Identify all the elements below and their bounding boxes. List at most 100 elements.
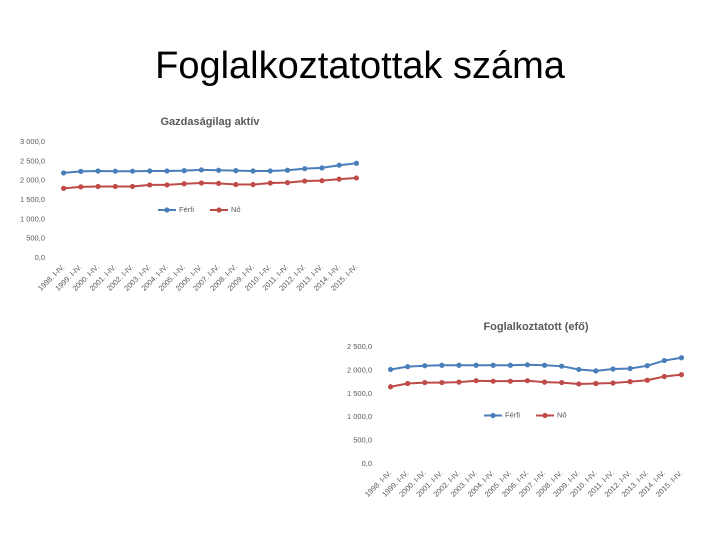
point: [112, 168, 118, 174]
series-line: [390, 356, 682, 372]
legend-marker: [164, 207, 170, 213]
point: [661, 373, 667, 380]
point: [644, 363, 650, 369]
point: [507, 362, 513, 368]
point: [678, 355, 685, 361]
point: [507, 378, 513, 384]
point: [678, 372, 685, 378]
point: [576, 381, 582, 387]
point: [319, 165, 325, 171]
point: [147, 182, 153, 188]
y-tick-label: 0,0: [362, 459, 372, 468]
point: [129, 183, 136, 190]
point: [198, 180, 204, 186]
series-line: [63, 176, 357, 190]
point: [353, 175, 359, 181]
point: [233, 181, 239, 188]
point: [267, 168, 273, 174]
y-tick-label: 500,0: [26, 234, 45, 243]
point: [181, 181, 187, 187]
point: [439, 362, 445, 368]
point: [405, 380, 411, 387]
point: [250, 181, 256, 188]
y-tick-label: 1 000,0: [20, 214, 45, 223]
point: [610, 380, 616, 386]
point: [216, 180, 222, 186]
y-tick-label: 0,0: [35, 253, 45, 262]
point: [181, 168, 187, 174]
point: [422, 363, 428, 369]
point: [439, 379, 445, 386]
point: [627, 365, 633, 372]
legend-label: Férfi: [179, 205, 194, 214]
slide-title: Foglalkoztatottak száma: [155, 45, 566, 87]
legend-marker: [542, 412, 548, 419]
y-tick-label: 2 500,0: [347, 342, 372, 351]
point: [473, 362, 479, 368]
point: [95, 168, 101, 174]
point: [78, 184, 84, 190]
point: [164, 182, 170, 188]
y-tick-label: 1 500,0: [20, 195, 45, 204]
legend-label: Férfi: [505, 410, 520, 419]
point: [61, 170, 67, 176]
point: [593, 368, 599, 374]
point: [284, 167, 291, 173]
point: [559, 379, 565, 386]
point: [541, 362, 548, 368]
y-tick-label: 1 500,0: [347, 389, 372, 398]
point: [336, 162, 342, 168]
chart-title: Foglalkoztatott (efő): [483, 321, 588, 333]
point: [524, 362, 531, 368]
point: [267, 180, 273, 186]
point: [490, 378, 496, 384]
point: [524, 378, 531, 384]
point: [233, 168, 239, 174]
point: [129, 168, 136, 174]
point: [541, 379, 548, 385]
point: [164, 168, 170, 174]
point: [302, 166, 308, 172]
legend-marker: [490, 412, 496, 419]
point: [610, 366, 616, 372]
point: [576, 366, 582, 373]
point: [661, 357, 667, 364]
point: [490, 362, 496, 368]
point: [422, 379, 428, 386]
legend-label: Nő: [557, 410, 567, 419]
point: [95, 183, 101, 190]
point: [319, 178, 325, 184]
point: [216, 167, 222, 173]
point: [112, 183, 118, 190]
y-tick-label: 2 000,0: [347, 365, 372, 374]
point: [250, 168, 256, 174]
chart-title: Gazdaságilag aktív: [160, 116, 260, 128]
point: [353, 160, 359, 166]
point: [559, 363, 565, 369]
legend-marker: [216, 207, 222, 213]
point: [644, 377, 650, 383]
point: [387, 384, 394, 390]
point: [198, 167, 204, 173]
point: [456, 379, 462, 385]
point: [405, 364, 411, 370]
point: [456, 362, 462, 368]
legend-label: Nő: [231, 205, 241, 214]
y-tick-label: 1 000,0: [347, 412, 372, 421]
point: [147, 168, 153, 174]
point: [627, 379, 633, 385]
series-line: [63, 162, 357, 174]
y-tick-label: 2 000,0: [20, 176, 45, 185]
point: [473, 378, 479, 384]
y-tick-label: 500,0: [353, 436, 372, 445]
point: [78, 168, 84, 174]
point: [387, 366, 394, 373]
y-tick-label: 3 000,0: [20, 137, 45, 146]
point: [336, 176, 342, 182]
y-tick-label: 2 500,0: [20, 156, 45, 165]
point: [284, 180, 291, 186]
point: [593, 380, 599, 387]
series-line: [390, 373, 682, 388]
point: [302, 178, 308, 184]
